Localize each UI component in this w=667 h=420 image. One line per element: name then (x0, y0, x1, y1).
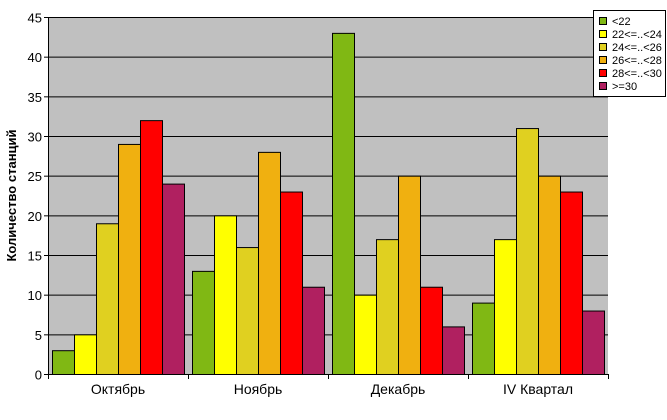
bar (332, 32, 355, 375)
y-tick-label: 15 (28, 249, 42, 264)
y-tick-label: 20 (28, 209, 42, 224)
y-tick-label: 35 (28, 90, 42, 105)
bar (538, 175, 561, 375)
bar (236, 247, 259, 375)
plot-area (48, 17, 608, 376)
y-tick-label: 0 (35, 368, 42, 383)
legend-label: 26<=..<28 (612, 55, 662, 67)
x-category-label: Декабрь (371, 381, 426, 397)
legend-label: >=30 (612, 81, 637, 93)
legend: <2222<=..<2424<=..<2626<=..<2828<=..<30>… (593, 10, 666, 97)
legend-label: 28<=..<30 (612, 68, 662, 80)
bar (140, 120, 163, 375)
bar (118, 143, 141, 375)
bar (74, 334, 97, 376)
bar (582, 310, 605, 375)
bar (494, 239, 517, 375)
bar (516, 128, 539, 375)
bar (472, 302, 495, 376)
y-axis-label: Количество станций (4, 129, 19, 261)
bar (162, 183, 185, 375)
bar (214, 215, 237, 375)
y-tick-label: 25 (28, 169, 42, 184)
bar (258, 151, 281, 375)
axes: 0 5 10 15 20 25 30 35 40 45 Октябрь Ноябрь Декабрь IV… (4, 11, 609, 397)
bar (442, 326, 465, 375)
legend-swatch (599, 82, 607, 90)
bar (192, 270, 215, 375)
legend-label: 22<=..<24 (612, 29, 662, 41)
y-tick-label: 30 (28, 130, 42, 145)
bar (420, 286, 443, 376)
bar (302, 286, 325, 376)
legend-swatch (599, 30, 607, 38)
y-tick-label: 10 (28, 288, 42, 303)
bar (560, 191, 583, 375)
legend-swatch (599, 17, 607, 25)
legend-label: <22 (612, 16, 631, 28)
y-tick-label: 40 (28, 50, 42, 65)
bar (354, 294, 377, 375)
bar (398, 175, 421, 375)
bar (280, 191, 303, 375)
x-category-label: Ноябрь (234, 381, 283, 397)
legend-swatch (599, 69, 607, 77)
bar (376, 239, 399, 375)
legend-swatch (599, 56, 607, 64)
x-category-label: IV Квартал (503, 381, 573, 397)
y-tick-label: 45 (28, 11, 42, 26)
bar (52, 350, 75, 376)
y-tick-label: 5 (35, 328, 42, 343)
bar (96, 223, 119, 375)
legend-swatch (599, 43, 607, 51)
legend-label: 24<=..<26 (612, 42, 662, 54)
x-category-label: Октябрь (91, 381, 145, 397)
